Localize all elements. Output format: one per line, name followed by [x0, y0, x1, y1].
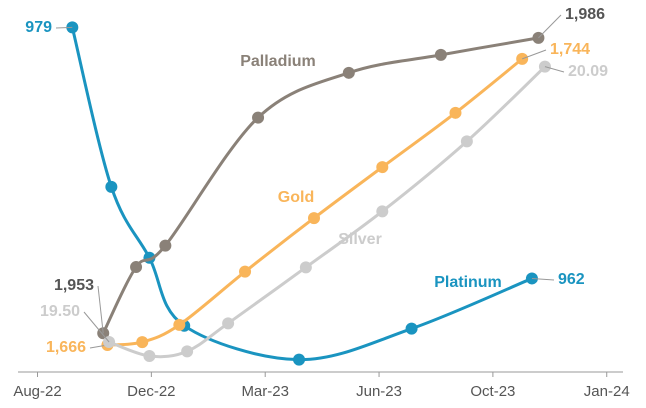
- series-name: Gold: [278, 189, 314, 206]
- x-tick-label: Aug-22: [13, 383, 61, 400]
- series-name: Silver: [338, 231, 382, 248]
- value-label: 962: [558, 271, 585, 288]
- leader: [521, 49, 547, 60]
- value-label: 1,666: [46, 339, 86, 356]
- point: [342, 66, 355, 79]
- point: [136, 336, 149, 349]
- point: [405, 322, 418, 335]
- series-line: [107, 57, 524, 347]
- leader: [83, 311, 110, 343]
- leader: [538, 14, 562, 39]
- x-tick-label: Mar-23: [241, 383, 289, 400]
- value-label: 1,953: [54, 277, 94, 294]
- point: [449, 106, 462, 119]
- point: [222, 317, 235, 330]
- point: [181, 345, 194, 358]
- point: [252, 111, 265, 124]
- value-label: 1,744: [550, 41, 590, 58]
- point: [293, 353, 306, 366]
- x-tick-label: Jun-23: [356, 383, 402, 400]
- leader: [544, 66, 565, 73]
- series-name: Platinum: [434, 274, 502, 291]
- point: [239, 265, 252, 278]
- point: [159, 239, 172, 252]
- value-label: 20.09: [568, 63, 608, 80]
- point: [307, 212, 320, 225]
- point: [173, 318, 186, 331]
- leader: [531, 277, 555, 281]
- point: [460, 135, 473, 148]
- point: [143, 350, 156, 362]
- leader: [97, 285, 104, 334]
- point: [434, 48, 447, 61]
- x-tick-label: Jan-24: [584, 383, 630, 400]
- x-tick-label: Dec-22: [127, 383, 175, 400]
- value-label: 19.50: [40, 303, 80, 320]
- series-line: [108, 65, 546, 359]
- point: [376, 205, 389, 218]
- point: [299, 261, 312, 274]
- point: [130, 261, 143, 274]
- point: [66, 21, 79, 34]
- value-label: 979: [25, 19, 52, 36]
- x-tick-label: Oct-23: [470, 383, 515, 400]
- series-name: Palladium: [240, 53, 316, 70]
- leader: [55, 26, 73, 29]
- point: [105, 180, 118, 193]
- point: [376, 161, 389, 174]
- value-label: 1,986: [565, 6, 605, 23]
